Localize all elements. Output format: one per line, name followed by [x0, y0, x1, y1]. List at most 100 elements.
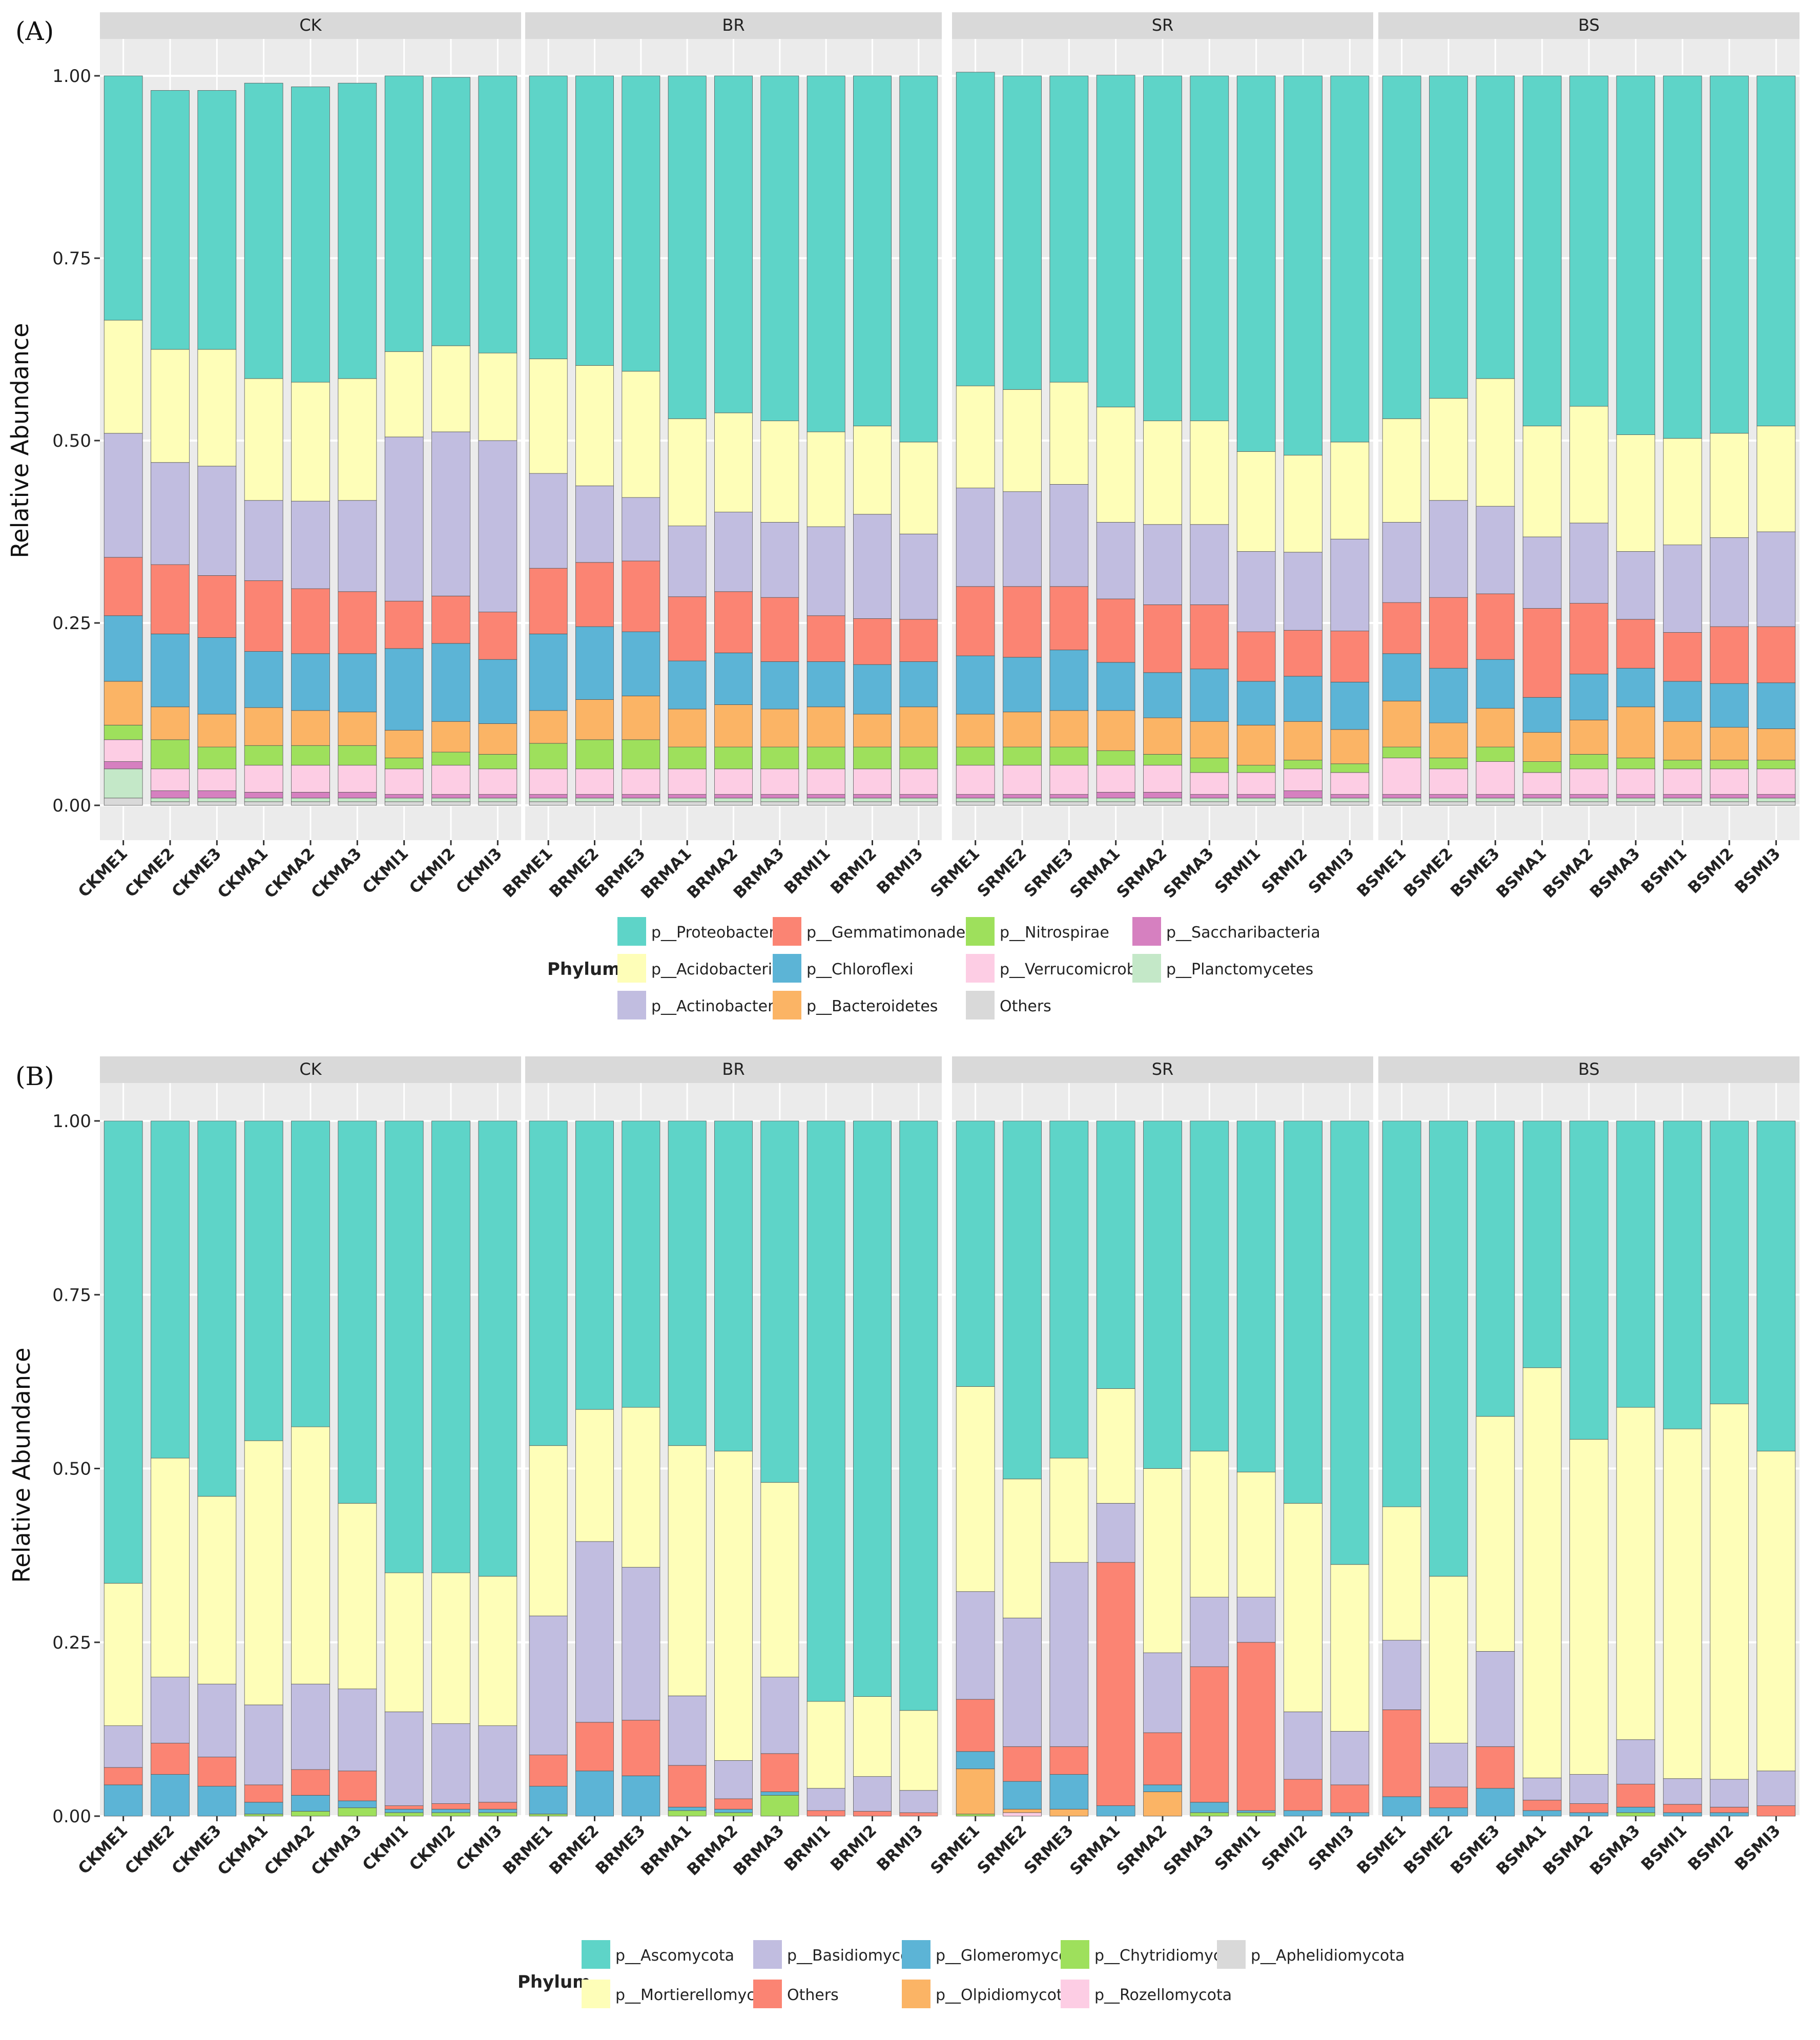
bar-segment-p-ascomycota	[244, 1120, 283, 1441]
bar-segment-p-proteobacteria	[668, 75, 707, 419]
legend-title: Phylum	[547, 959, 621, 980]
bar-segment-p-planctomycetes	[384, 798, 424, 802]
bar-segment-p-chytridiomycota	[1190, 1812, 1229, 1817]
y-axis-title: Relative Abundance	[8, 1347, 35, 1583]
bar-segment-p-chytridiomycota	[338, 1807, 377, 1817]
bar-segment-p-basidiomycota	[1756, 1771, 1796, 1806]
bar-segment-p-bacteroidetes	[760, 709, 799, 747]
bar-segment-others	[1710, 801, 1749, 806]
bar-segment-p-basidiomycota	[714, 1760, 753, 1799]
bar-segment-p-actinobacteria	[151, 462, 190, 565]
facet-title: SR	[1152, 15, 1174, 35]
bar-segment-p-bacteroidetes	[197, 714, 237, 747]
facet-title: CK	[299, 1059, 322, 1079]
bar-segment-p-bacteroidetes	[575, 699, 614, 740]
bar-segment-p-verrucomicrobia	[1663, 768, 1702, 795]
bar-segment-p-mortierellomycota	[1710, 1403, 1749, 1780]
bar-segment-others	[1330, 801, 1370, 806]
bar-segment-p-acidobacteria	[1756, 426, 1796, 532]
bar-segment-p-ascomycota	[853, 1120, 892, 1697]
legend-label: p__Rozellomycota	[1094, 1986, 1232, 2004]
bar-segment-p-planctomycetes	[1476, 798, 1515, 802]
y-tick-label: 0.25	[52, 1633, 91, 1653]
legend-key	[753, 1980, 782, 2008]
bar-segment-p-chloroflexi	[1049, 650, 1089, 711]
bar-segment-p-chloroflexi	[1330, 681, 1370, 730]
bar-segment-p-acidobacteria	[622, 371, 660, 498]
bar-segment-p-gemmatimonadetes	[291, 588, 330, 654]
bar-segment-p-bacteroidetes	[1284, 721, 1322, 761]
bar-segment-p-glomeromycota	[668, 1806, 707, 1811]
bar-segment-p-nitrospirae	[1616, 758, 1656, 769]
bar-segment-p-planctomycetes	[806, 798, 845, 802]
bar-segment-p-chloroflexi	[1616, 668, 1656, 707]
bar-segment-p-gemmatimonadetes	[899, 619, 938, 662]
bar-segment-p-planctomycetes	[197, 798, 237, 802]
bar-segment-p-actinobacteria	[1616, 551, 1656, 620]
bar-segment-p-actinobacteria	[1236, 551, 1276, 632]
bar-segment-p-nitrospirae	[899, 746, 938, 769]
bar-segment-p-planctomycetes	[478, 798, 518, 802]
bar-segment-p-planctomycetes	[431, 798, 470, 802]
bar-segment-others	[899, 1812, 938, 1817]
bar-segment-p-chloroflexi	[244, 651, 283, 708]
bar-segment-p-planctomycetes	[760, 798, 799, 802]
bar-segment-p-olpidiomycota	[956, 1768, 995, 1815]
bar-segment-p-glomeromycota	[1284, 1810, 1322, 1817]
bar-segment-others	[622, 801, 660, 806]
bar-segment-others	[384, 1805, 424, 1809]
bar-segment-p-nitrospirae	[338, 745, 377, 766]
bar-segment-p-mortierellomycota	[244, 1440, 283, 1705]
bar-segment-p-basidiomycota	[384, 1712, 424, 1806]
bar-segment-p-ascomycota	[1616, 1120, 1656, 1408]
bar-segment-p-mortierellomycota	[806, 1701, 845, 1789]
bar-segment-p-actinobacteria	[668, 526, 707, 597]
bar-segment-p-ascomycota	[1569, 1120, 1608, 1440]
bar-segment-p-planctomycetes	[899, 798, 938, 802]
bar-segment-others	[197, 1757, 237, 1787]
bar-segment-others	[760, 1753, 799, 1792]
bar-segment-p-glomeromycota	[104, 1784, 143, 1817]
bar-segment-p-verrucomicrobia	[1143, 765, 1182, 793]
bar-segment-p-acidobacteria	[1476, 378, 1515, 507]
bar-segment-p-chloroflexi	[1756, 682, 1796, 729]
bar-segment-others	[956, 801, 995, 806]
bar-segment-p-gemmatimonadetes	[714, 591, 753, 653]
bar-segment-p-gemmatimonadetes	[104, 557, 143, 616]
bar-segment-p-glomeromycota	[151, 1774, 190, 1817]
bar-segment-p-gemmatimonadetes	[668, 596, 707, 661]
bar-segment-p-mortierellomycota	[714, 1451, 753, 1761]
bar-segment-p-glomeromycota	[1429, 1807, 1468, 1817]
bar-segment-others	[431, 801, 470, 806]
bar-segment-p-mortierellomycota	[151, 1458, 190, 1678]
bar-segment-p-bacteroidetes	[1756, 728, 1796, 761]
bar-segment-p-chytridiomycota	[529, 1814, 568, 1817]
bar-segment-p-planctomycetes	[151, 798, 190, 802]
bar-segment-p-chloroflexi	[1096, 662, 1135, 711]
bar-segment-p-basidiomycota	[806, 1788, 845, 1811]
bar-segment-p-proteobacteria	[431, 77, 470, 346]
bar-segment-others	[760, 801, 799, 806]
y-tick-label: 0.50	[52, 1459, 91, 1480]
bar-segment-p-nitrospirae	[956, 746, 995, 766]
bar-segment-p-chytridiomycota	[1616, 1812, 1656, 1817]
bar-segment-p-mortierellomycota	[291, 1426, 330, 1684]
bar-segment-p-proteobacteria	[1096, 75, 1135, 407]
bar-segment-p-actinobacteria	[1003, 491, 1042, 587]
bar-segment-p-verrucomicrobia	[244, 765, 283, 793]
bar-segment-others	[668, 1765, 707, 1807]
bar-segment-others	[1429, 1786, 1468, 1808]
bar-segment-p-glomeromycota	[529, 1786, 568, 1815]
bar-segment-p-nitrospirae	[1710, 760, 1749, 769]
bar-segment-p-bacteroidetes	[244, 707, 283, 746]
bar-segment-p-actinobacteria	[956, 488, 995, 587]
legend-key	[1132, 917, 1161, 946]
bar-segment-p-ascomycota	[1710, 1120, 1749, 1404]
bar-segment-p-ascomycota	[668, 1120, 707, 1446]
bar-segment-p-mortierellomycota	[1616, 1407, 1656, 1740]
bar-segment-p-actinobacteria	[384, 436, 424, 601]
bar-segment-p-bacteroidetes	[151, 706, 190, 740]
bar-segment-p-proteobacteria	[1569, 75, 1608, 407]
bar-segment-others	[104, 1767, 143, 1785]
bar-segment-p-proteobacteria	[806, 75, 845, 432]
